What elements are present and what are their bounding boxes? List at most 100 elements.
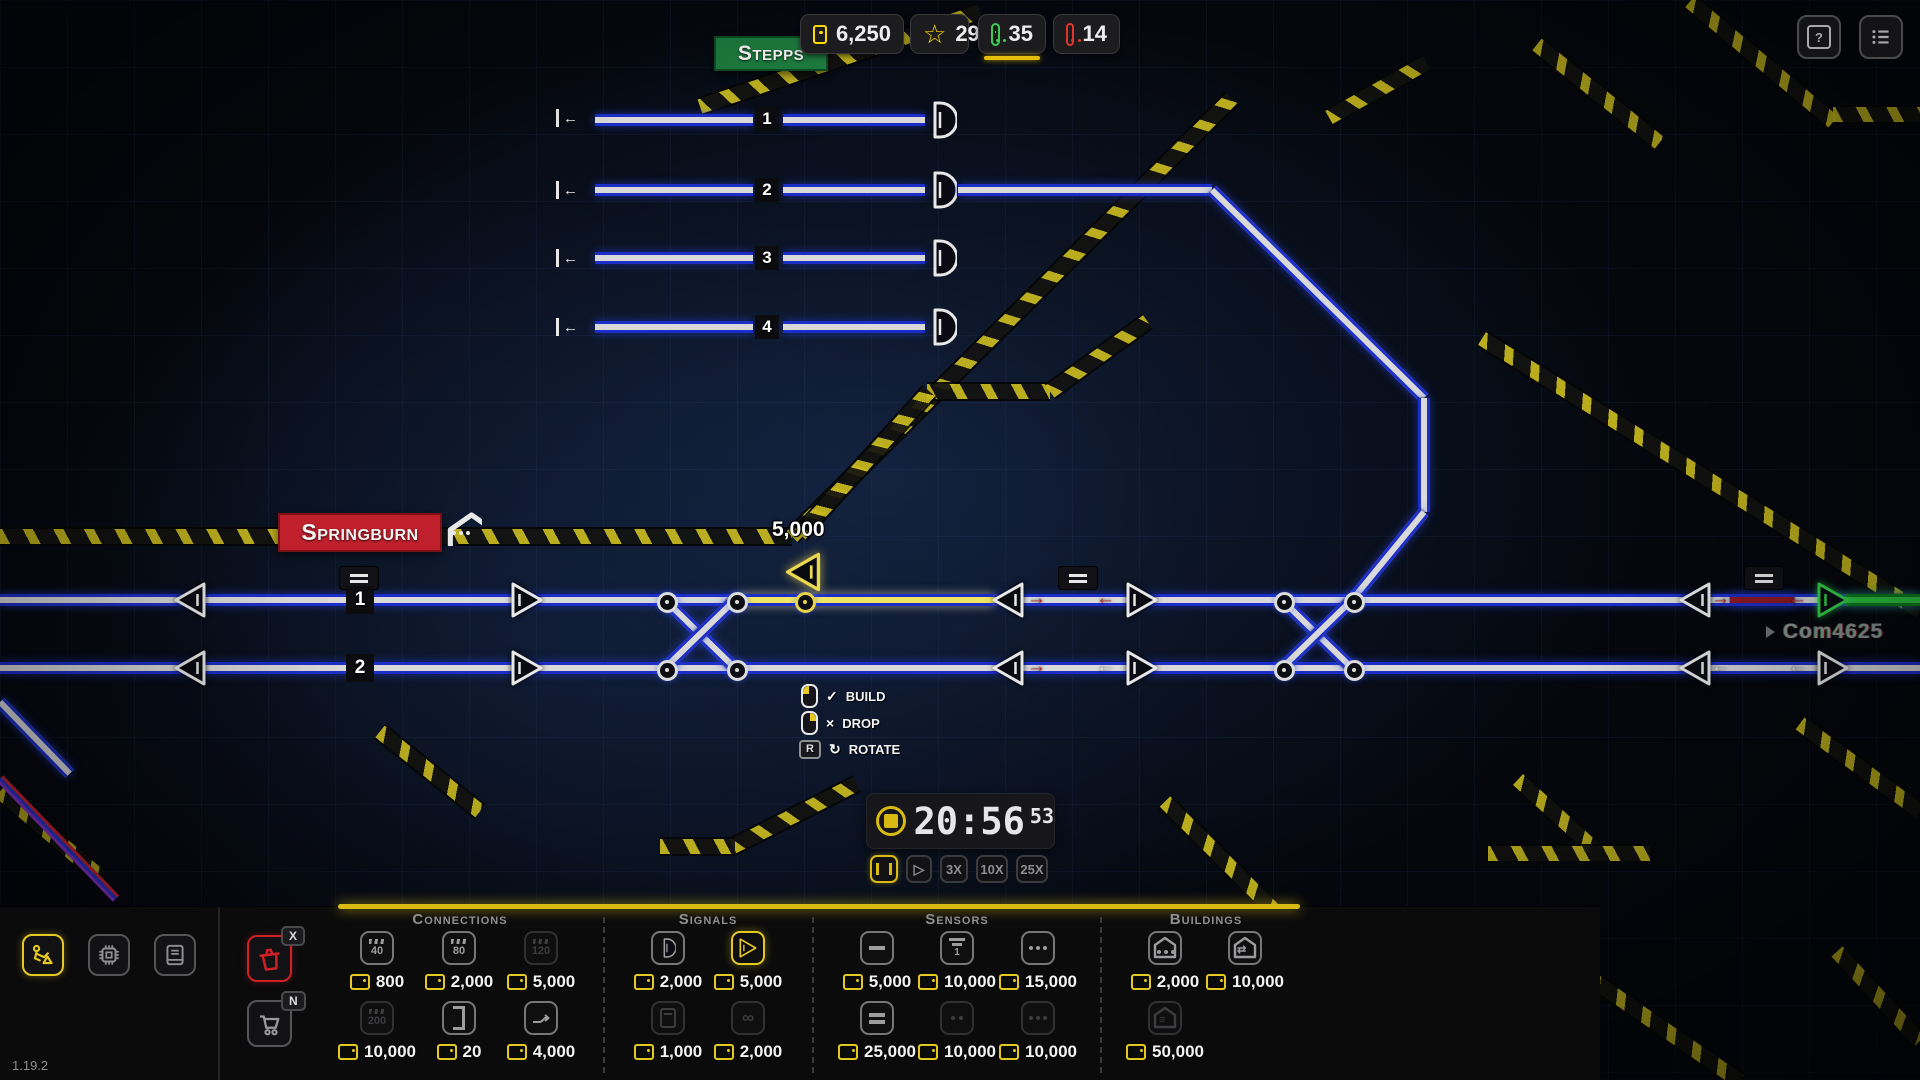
coin-icon [713, 974, 734, 990]
schedule-button[interactable] [1859, 15, 1903, 59]
track-number: 1 [346, 586, 374, 614]
path-signal-icon[interactable] [1124, 580, 1160, 620]
book-icon [162, 942, 188, 968]
direction-arrow-icon: ← [1711, 656, 1730, 677]
section-separator [812, 917, 814, 1073]
auto-signal-icon[interactable] [927, 237, 957, 279]
direction-arrow-icon: ← [1096, 656, 1115, 677]
delete-hotkey: X [281, 926, 306, 946]
platform-track [783, 252, 925, 264]
track-segment [1418, 398, 1430, 512]
pause-icon [876, 863, 892, 875]
path-signal-icon[interactable] [1815, 648, 1851, 688]
sensor-icon[interactable] [1744, 566, 1784, 590]
path-signal-green-icon[interactable] [1815, 580, 1851, 620]
tool-shunt-signal[interactable]: 1,000 [623, 1001, 713, 1062]
path-signal-icon[interactable] [172, 580, 208, 620]
sensor-icon[interactable] [1058, 566, 1098, 590]
coin-icon [633, 974, 654, 990]
tool-path-signal[interactable]: 5,000 [703, 931, 793, 992]
path-signal-icon[interactable] [1124, 648, 1160, 688]
tool-sensor-pair[interactable]: 10,000 [912, 1001, 1002, 1062]
station-building-icon[interactable] [444, 510, 482, 552]
coin-icon [436, 1044, 457, 1060]
pause-indicator-icon [876, 806, 906, 836]
direction-arrow-icon: → [1711, 588, 1730, 609]
coin-icon [918, 974, 938, 990]
direction-arrow-icon: ← [1096, 588, 1115, 609]
platform-track [595, 321, 753, 333]
unbuilt-track [927, 382, 1050, 401]
trash-icon [253, 942, 286, 975]
manual-mode-button[interactable] [154, 934, 196, 976]
points-counter: ☆ 29 [910, 14, 980, 54]
path-signal-icon [731, 931, 765, 965]
chain-signal-icon [731, 1001, 765, 1035]
help-icon: ? [1807, 25, 1831, 49]
game-clock: 20:56 53 [866, 793, 1055, 849]
auto-signal-icon[interactable] [927, 306, 957, 348]
shop-hotkey: N [281, 991, 306, 1011]
tool-sensor[interactable]: 5,000 [832, 931, 922, 992]
path-signal-icon[interactable] [990, 648, 1026, 688]
tool-warehouse[interactable]: ≡ 50,000 [1120, 1001, 1210, 1062]
section-title-buildings: Buildings [1169, 911, 1243, 928]
tool-track-80[interactable]: 80 2,000 [414, 931, 504, 992]
coin-icon [1206, 974, 1226, 990]
coin-icon [999, 974, 1019, 990]
path-signal-icon[interactable] [990, 580, 1026, 620]
tool-chain-signal[interactable]: 2,000 [703, 1001, 793, 1062]
path-signal-icon[interactable] [172, 648, 208, 688]
build-toolbar: X N Connections Signals Sensors Building… [0, 904, 1600, 1080]
speed-3x-button[interactable]: 3X [940, 855, 968, 883]
station-label-springburn[interactable]: Springburn [278, 513, 442, 552]
track-200-icon: 200 [360, 1001, 394, 1035]
tool-track-40[interactable]: 40 800 [332, 931, 422, 992]
section-title-sensors: Sensors [925, 911, 989, 928]
auto-signal-icon[interactable] [927, 99, 957, 141]
delete-button[interactable] [247, 935, 292, 982]
tool-station-building[interactable]: 2,000 [1120, 931, 1210, 992]
tool-multi-sensor[interactable]: 15,000 [993, 931, 1083, 992]
tool-bumper[interactable]: 20 [414, 1001, 504, 1062]
clock-seconds: 53 [1029, 804, 1054, 828]
tool-auto-signal[interactable]: 2,000 [623, 931, 713, 992]
speed-10x-button[interactable]: 10X [976, 855, 1008, 883]
switch-node [727, 660, 748, 681]
pause-button[interactable] [870, 855, 898, 883]
train-label[interactable]: Com4625 [1766, 620, 1883, 644]
double-sensor-icon [860, 1001, 894, 1035]
platform-end-marker: ← [556, 318, 578, 336]
tool-depot[interactable]: ⇄ 10,000 [1200, 931, 1290, 992]
auto-signal-icon[interactable] [927, 169, 957, 211]
path-signal-icon[interactable] [1677, 648, 1713, 688]
tool-double-sensor[interactable]: 25,000 [832, 1001, 922, 1062]
path-signal-icon[interactable] [1677, 580, 1713, 620]
track-40-icon: 40 [360, 931, 394, 965]
track-segment [958, 184, 1212, 196]
rotate-icon: ↻ [828, 741, 841, 757]
coin-icon [633, 1044, 654, 1060]
coin-icon [1130, 974, 1151, 990]
systems-mode-button[interactable] [88, 934, 130, 976]
section-separator [1100, 917, 1102, 1073]
bumper-icon [442, 1001, 476, 1035]
tool-curved-track[interactable]: 4,000 [496, 1001, 586, 1062]
path-signal-icon[interactable] [509, 580, 545, 620]
tool-platform-sensor[interactable]: 1 10,000 [912, 931, 1002, 992]
play-button[interactable]: ▷ [906, 855, 932, 883]
speed-25x-button[interactable]: 25X [1016, 855, 1048, 883]
platform-end-marker: ← [556, 109, 578, 127]
coin-icon [424, 974, 445, 990]
tool-sensor-triple[interactable]: 10,000 [993, 1001, 1083, 1062]
coin-icon [506, 1044, 527, 1060]
coin-icon [838, 1044, 858, 1060]
build-mode-button[interactable] [22, 934, 64, 976]
path-signal-icon[interactable] [509, 648, 545, 688]
active-resource-underline [984, 56, 1040, 60]
build-price-label: 5,000 [772, 518, 825, 541]
tool-track-200[interactable]: 200 10,000 [332, 1001, 422, 1062]
help-button[interactable]: ? [1797, 15, 1841, 59]
tool-track-120[interactable]: 120 5,000 [496, 931, 586, 992]
